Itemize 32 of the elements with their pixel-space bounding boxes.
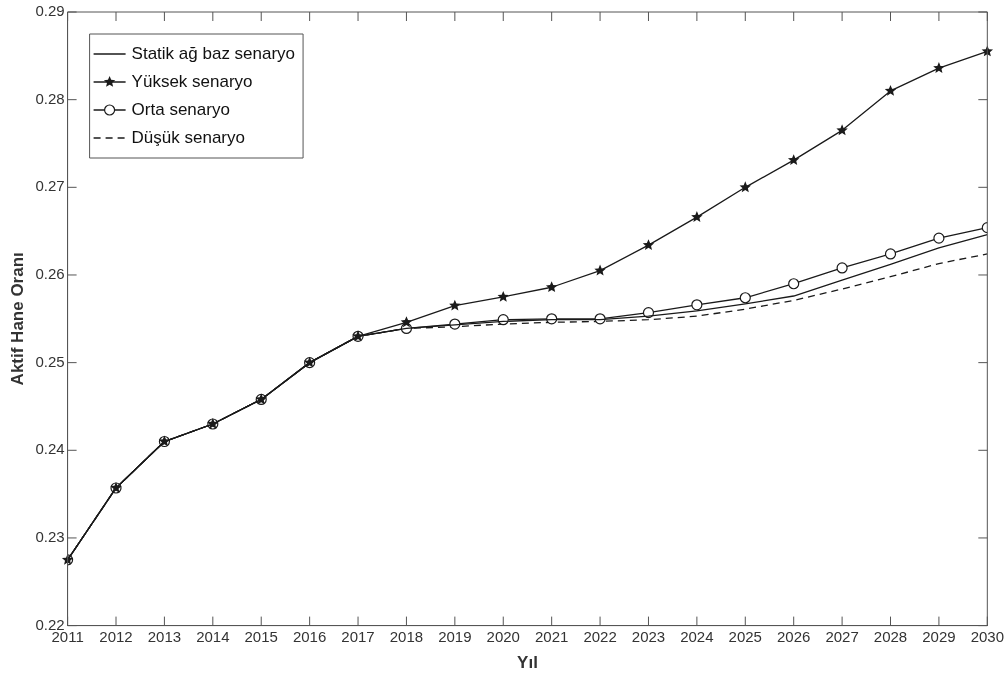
x-tick-label: 2025: [728, 627, 762, 645]
x-tick-label: 2019: [438, 627, 472, 645]
x-tick-label: 2028: [873, 627, 908, 645]
y-tick-label: 0.23: [35, 528, 65, 546]
x-tick-label: 2014: [196, 627, 230, 645]
x-tick-label: 2015: [244, 627, 278, 645]
x-tick-label: 2029: [922, 627, 956, 645]
y-tick-label: 0.25: [35, 352, 65, 370]
x-tick-label: 2026: [777, 627, 811, 645]
x-tick-label: 2022: [583, 627, 617, 645]
x-tick-label: 2023: [631, 627, 666, 645]
x-tick-label: 2016: [292, 627, 327, 645]
x-tick-label: 2024: [680, 627, 714, 645]
legend-label: Statik ağ baz senaryo: [131, 43, 296, 63]
x-tick-label: 2018: [389, 627, 424, 645]
x-tick-label: 2020: [486, 627, 520, 645]
y-tick-label: 0.26: [35, 265, 65, 283]
y-tick-label: 0.29: [35, 2, 65, 20]
x-tick-label: 2030: [970, 627, 1004, 645]
x-tick-label: 2021: [534, 627, 569, 645]
y-tick-label: 0.27: [35, 177, 65, 195]
y-tick-label: 0.24: [35, 440, 65, 458]
y-axis-title: Aktif Hane Oranı: [7, 252, 27, 386]
x-tick-label: 2012: [99, 627, 133, 645]
y-tick-label: 0.28: [35, 89, 65, 107]
x-axis-title: Yıl: [517, 653, 538, 673]
x-tick-label: 2013: [147, 627, 182, 645]
x-tick-label: 2027: [825, 627, 859, 645]
legend-label: Düşük senaryo: [131, 127, 245, 147]
x-tick-label: 2017: [341, 627, 375, 645]
legend-label: Orta senaryo: [131, 99, 230, 119]
legend-label: Yüksek senaryo: [131, 71, 253, 91]
